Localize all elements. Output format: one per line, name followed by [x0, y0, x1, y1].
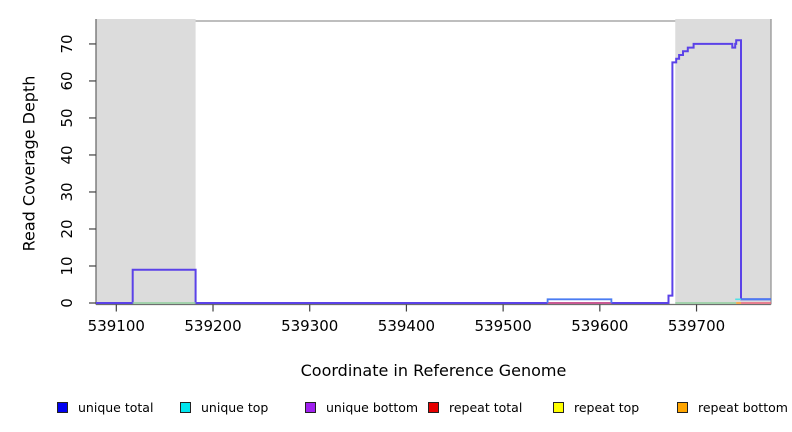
- y-tick-label: 50: [58, 108, 76, 127]
- legend-swatch-icon: [305, 401, 316, 413]
- series-unique-total-coverage: [546, 298, 613, 303]
- legend-label: repeat top: [574, 399, 640, 415]
- y-tick-label: 0: [58, 298, 76, 308]
- legend-item: repeat total: [428, 398, 522, 416]
- legend-swatch-icon: [180, 401, 191, 413]
- legend-swatch-icon: [677, 401, 688, 413]
- y-tick-label: 70: [58, 34, 76, 53]
- y-tick-label: 10: [58, 256, 76, 275]
- y-tick-label: 30: [58, 182, 76, 201]
- x-tick-label: 539100: [88, 317, 145, 335]
- legend-swatch-icon: [428, 401, 439, 413]
- x-tick-label: 539700: [668, 317, 725, 335]
- x-tick-label: 539200: [184, 317, 241, 335]
- series-unique-bottom-coverage: [96, 39, 771, 304]
- legend-label: unique bottom: [326, 399, 419, 415]
- y-axis-title: Read Coverage Depth: [19, 75, 39, 252]
- shaded-region: [675, 19, 771, 304]
- x-tick-label: 539500: [474, 317, 531, 335]
- legend-label: repeat total: [449, 399, 523, 415]
- legend-item: unique bottom: [305, 398, 418, 416]
- legend-item: unique top: [180, 398, 268, 416]
- legend: unique total unique top unique bottom repea…: [0, 398, 792, 422]
- x-tick-label: 539300: [281, 317, 338, 335]
- x-tick-label: 539600: [571, 317, 628, 335]
- x-tick-label: 539400: [378, 317, 435, 335]
- legend-item: repeat bottom: [677, 398, 788, 416]
- x-axis-title: Coordinate in Reference Genome: [300, 361, 567, 380]
- legend-item: repeat top: [553, 398, 639, 416]
- legend-label: repeat bottom: [698, 399, 788, 415]
- legend-swatch-icon: [553, 401, 564, 413]
- y-tick-label: 40: [58, 145, 76, 164]
- shaded-region: [96, 19, 196, 304]
- y-tick-label: 20: [58, 219, 76, 238]
- legend-label: unique top: [201, 399, 269, 415]
- legend-item: unique total: [57, 398, 153, 416]
- y-tick-label: 60: [58, 71, 76, 90]
- legend-label: unique total: [78, 399, 154, 415]
- legend-swatch-icon: [57, 401, 68, 413]
